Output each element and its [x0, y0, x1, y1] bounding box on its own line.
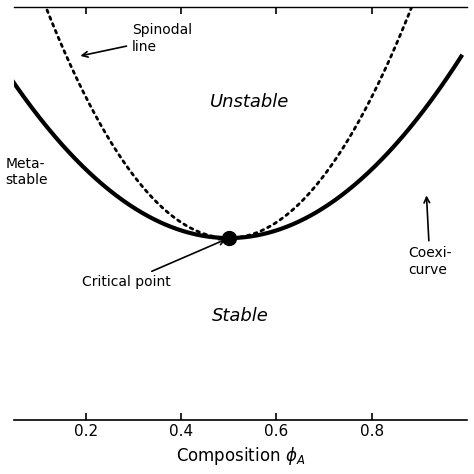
Text: Unstable: Unstable — [210, 93, 290, 111]
Text: Critical point: Critical point — [82, 239, 225, 289]
Text: Spinodal
line: Spinodal line — [82, 23, 192, 57]
Text: Meta-
stable: Meta- stable — [5, 157, 48, 187]
Text: Stable: Stable — [212, 308, 269, 326]
X-axis label: Composition $\phi_A$: Composition $\phi_A$ — [176, 445, 305, 467]
Text: Coexi-
curve: Coexi- curve — [408, 197, 452, 276]
